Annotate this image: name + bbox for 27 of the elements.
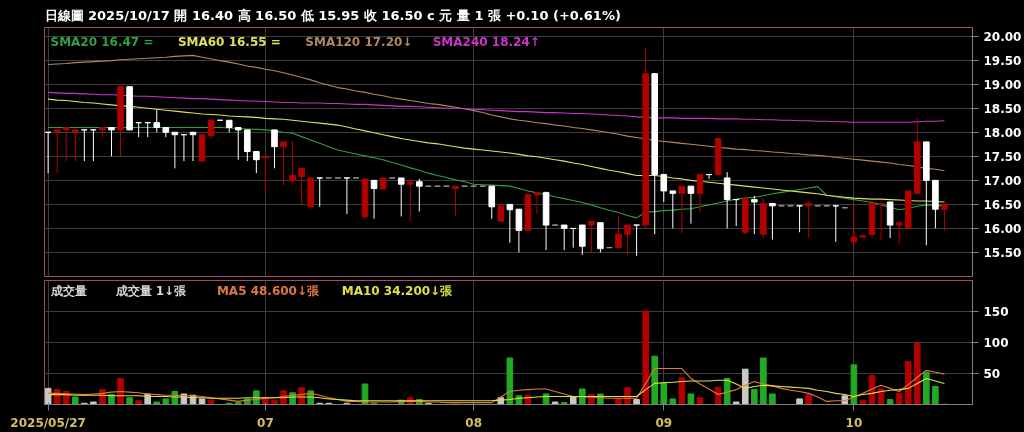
y-tick-label: 150 — [983, 305, 1009, 319]
text: SMA60 16.55 = — [177, 34, 281, 49]
annotation: 成交量 — [49, 284, 87, 299]
x-tick-label: 08 — [465, 415, 482, 430]
text: MA10 34.200↓張 — [341, 284, 454, 299]
y-tick-label: 19.00 — [983, 77, 1022, 92]
y-tick-label: 15.50 — [983, 245, 1022, 260]
y-tick-label: 17.00 — [983, 173, 1022, 188]
chart-title: 日線圖 2025/10/17 開 16.40 高 16.50 低 15.95 收 16.50 c 元 量 1 張 +0.10 (+0.61%) — [44, 7, 621, 23]
y-tick-label: 18.00 — [983, 125, 1022, 140]
text: SMA240 18.24↑ — [432, 34, 540, 49]
x-tick-label: 07 — [257, 415, 274, 430]
y-tick-label: 100 — [983, 336, 1009, 350]
x-tick-label: 10 — [845, 415, 863, 430]
x-tick-label: 2025/05/27 — [10, 415, 86, 430]
y-tick-label: 17.50 — [983, 149, 1022, 164]
y-tick-label: 20.00 — [983, 29, 1022, 44]
y-tick-label: 16.50 — [983, 197, 1022, 212]
annotation: 成交量 1↓張 — [114, 284, 188, 299]
y-tick-label: 18.50 — [983, 101, 1022, 116]
text: SMA20 16.47 = — [50, 34, 154, 49]
y-tick-label: 50 — [983, 367, 1001, 381]
text: SMA120 17.20↓ — [305, 34, 413, 49]
text: MA5 48.600↓張 — [216, 284, 321, 299]
y-tick-label: 16.00 — [983, 221, 1022, 236]
y-tick-label: 19.50 — [983, 53, 1022, 68]
x-tick-label: 09 — [655, 415, 673, 430]
